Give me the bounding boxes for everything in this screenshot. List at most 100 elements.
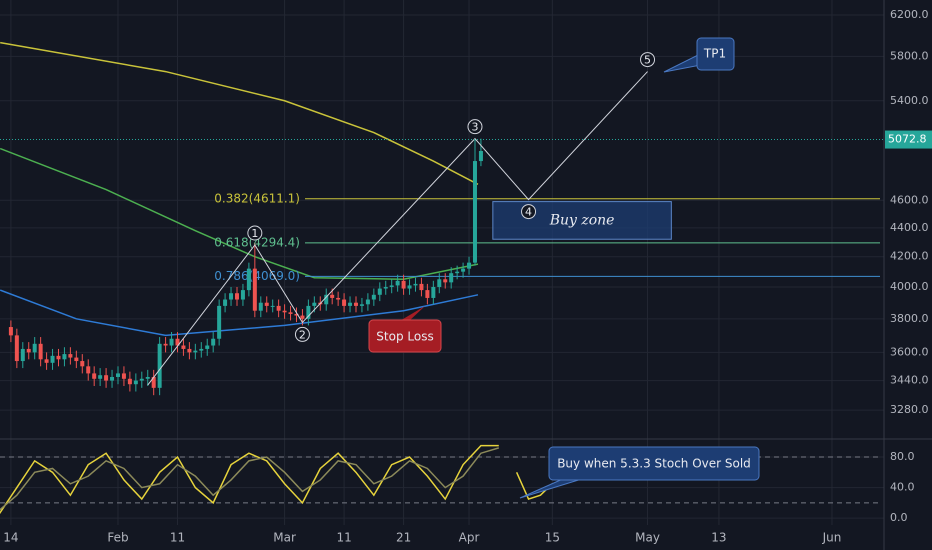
candle-body [217,305,222,339]
y-tick-label: 4400.0 [890,221,929,234]
y-tick-label: 5800.0 [890,49,929,62]
y-tick-label: 6200.0 [890,8,929,21]
candle-body [336,297,341,300]
wave-label: 3 [471,121,478,134]
candle-body [74,357,79,362]
candle-body [187,348,192,353]
wave-marker [521,204,537,220]
fib-label: 0.382(4611.1) [214,191,300,205]
candle-body [246,268,251,291]
candle-body [377,288,382,295]
buy-zone-label: Buy zone [549,212,615,228]
candle-body [205,345,210,349]
stoch-callout: Buy when 5.3.3 Stoch Over Sold [519,446,760,499]
x-tick-label: 21 [396,531,411,545]
candle-body [121,373,126,379]
candle-body [163,343,168,346]
candle-body [157,343,162,388]
tp-callout: TP1 [663,37,735,73]
candle-body [92,373,97,379]
x-tick-label: Feb [107,531,128,545]
candle-body [365,299,370,305]
candle-body [223,299,228,306]
wave-label: 5 [644,54,651,67]
y-tick-label: 5400.0 [890,94,929,107]
candle-body [324,294,329,305]
candle-body [86,366,91,374]
wave-marker [294,326,310,342]
candle-body [413,283,418,286]
candle-body [353,302,358,306]
candle-body [467,262,472,269]
stop-loss: Stop Loss [368,306,442,353]
candle-body [32,343,37,353]
x-tick-label: May [635,531,660,545]
stoch-tick-label: 0.0 [890,511,908,524]
candle-body [312,302,317,306]
candle-body [431,286,436,298]
candle-body [50,355,55,363]
candle-body [56,355,61,360]
candle-body [401,280,406,289]
x-tick-label: 13 [711,531,726,545]
last-price-label: 5072.8 [888,133,927,146]
wave-path [147,71,648,386]
x-tick-label: Jun [822,531,842,545]
y-tick-label: 4600.0 [890,193,929,206]
x-tick-label: 11 [170,531,185,545]
candle-body [151,376,156,388]
candle-body [294,313,299,316]
candle-body [449,273,454,283]
candle-body [193,350,198,353]
candle-body [133,380,138,385]
candle-body [461,268,466,272]
candle-body [443,279,448,283]
candle-body [98,375,103,379]
candle-body [478,151,483,162]
last-price-box [885,130,932,149]
stoch-line [0,447,500,511]
y-tick-label: 3800.0 [890,312,929,325]
candle-body [383,286,388,289]
wave-marker [467,119,483,135]
wave-marker [247,225,263,241]
y-tick-label: 3600.0 [890,345,929,358]
candle-body [348,302,353,306]
candle-body [240,290,245,300]
candle-body [437,279,442,287]
candle-body [288,312,293,314]
candle-body [270,305,275,307]
candle-body [110,376,115,381]
wave-label: 4 [525,206,532,219]
wave-marker [640,52,656,68]
candle-body [371,294,376,300]
candle-body [229,293,234,300]
x-tick-label: 15 [545,531,560,545]
candle-body [44,359,49,363]
y-tick-label: 3280.0 [890,403,929,416]
candle-body [38,343,43,360]
candle-body [395,280,400,286]
candle-body [181,345,186,349]
candle-body [258,302,263,311]
candle-body [300,315,305,319]
candle-body [389,285,394,287]
stop-label: Stop Loss [376,330,433,344]
candle-body [26,348,31,353]
candle-body [276,305,281,311]
y-tick-label: 3440.0 [890,374,929,387]
x-tick-label: Mar [273,531,296,545]
x-tick-label: Apr [459,531,480,545]
candle-body [115,373,120,377]
candle-body [252,268,257,311]
candle-body [472,161,477,263]
candle-body [145,376,150,379]
moving-average [0,41,479,185]
candle-body [80,361,85,367]
candle-body [68,354,73,358]
y-tick-label: 4000.0 [890,280,929,293]
candle-body [139,378,144,381]
x-tick-label: 11 [336,531,351,545]
candle-body [264,302,269,306]
